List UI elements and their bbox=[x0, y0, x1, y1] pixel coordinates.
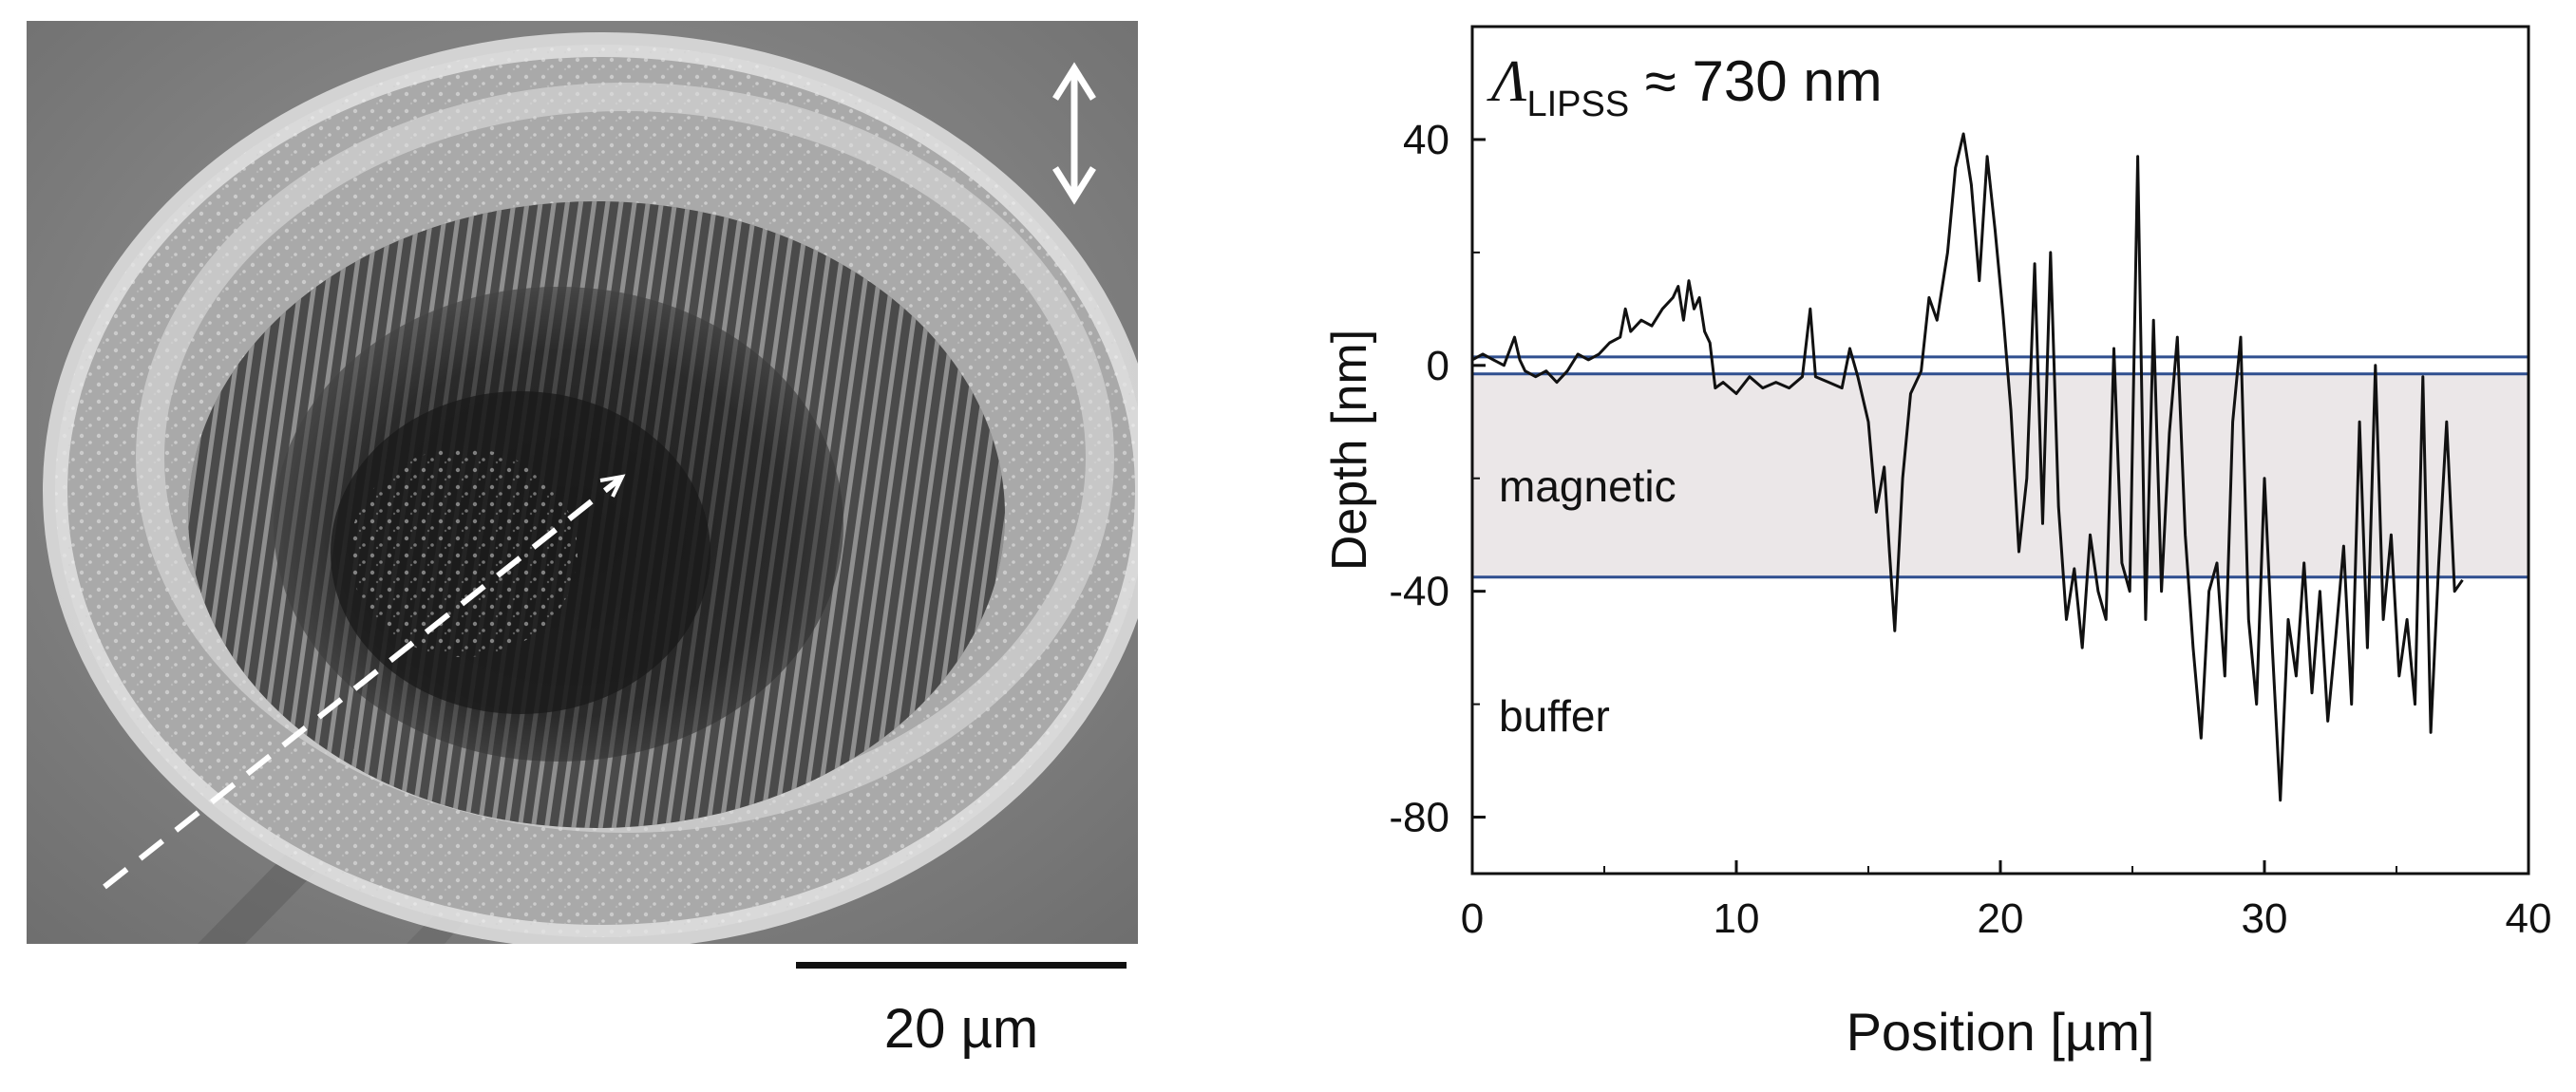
x-tick-label: 20 bbox=[1978, 895, 2024, 942]
annotation-rest: ≈ 730 nm bbox=[1629, 49, 1882, 113]
x-tick-label: 40 bbox=[2506, 895, 2552, 942]
y-tick-label: -40 bbox=[1389, 569, 1449, 615]
scan-line bbox=[103, 476, 622, 890]
sem-micrograph bbox=[27, 21, 1138, 944]
depth-profile-line bbox=[1471, 132, 2464, 802]
region-label-magnetic: magnetic bbox=[1499, 461, 1676, 511]
y-tick-label: 40 bbox=[1403, 117, 1449, 163]
y-tick-label: -80 bbox=[1389, 795, 1449, 841]
scale-bar-label: 20 µm bbox=[883, 998, 1039, 1060]
region-label-buffer: buffer bbox=[1499, 691, 1610, 741]
x-axis-label: Position [µm] bbox=[1847, 1002, 2155, 1062]
depth-profile-chart: 0 10 20 30 40 40 0 -40 -80 Depth [nm] Position [… bbox=[1322, 25, 2552, 1062]
polarization-double-arrow-icon bbox=[1052, 62, 1096, 205]
x-tick-label: 30 bbox=[2242, 895, 2288, 942]
scale-bar bbox=[796, 962, 1127, 969]
sem-panel: 20 µm bbox=[0, 0, 1187, 1092]
annotation-subscript: LIPSS bbox=[1526, 85, 1629, 124]
y-axis-label: Depth [nm] bbox=[1322, 329, 1377, 571]
magnetic-layer-band bbox=[1472, 373, 2529, 577]
x-tick-label: 0 bbox=[1461, 895, 1484, 942]
lipss-period-annotation: ΛLIPSS ≈ 730 nm bbox=[1487, 49, 1883, 124]
annotation-lambda: Λ bbox=[1487, 49, 1527, 114]
y-tick-label: 0 bbox=[1427, 343, 1449, 389]
x-tick-label: 10 bbox=[1714, 895, 1760, 942]
scan-line-arrowhead bbox=[599, 474, 626, 498]
